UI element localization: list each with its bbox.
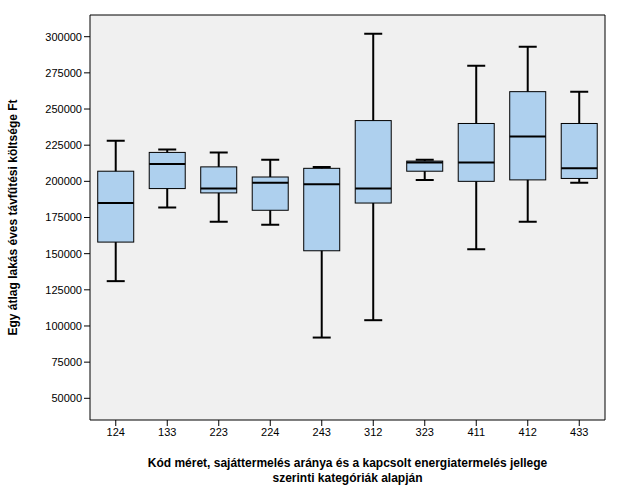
svg-text:200000: 200000 [45,175,82,187]
svg-text:Egy átlag lakás éves távfűtési: Egy átlag lakás éves távfűtési költsége … [8,99,20,335]
html-text:szerinti kategóriák alapján: szerinti kategóriák alapján [272,471,423,485]
html-text:Kód méret, sajáttermelés arány: Kód méret, sajáttermelés aránya és a kap… [147,456,548,470]
svg-text:224: 224 [261,426,279,438]
svg-text:100000: 100000 [45,320,82,332]
svg-text:433: 433 [570,426,588,438]
svg-text:50000: 50000 [51,392,82,404]
svg-text:124: 124 [107,426,125,438]
svg-text:312: 312 [364,426,382,438]
svg-text:225000: 225000 [45,139,82,151]
svg-text:250000: 250000 [45,103,82,115]
svg-text:75000: 75000 [51,356,82,368]
svg-text:323: 323 [416,426,434,438]
svg-text:300000: 300000 [45,31,82,43]
svg-text:275000: 275000 [45,67,82,79]
svg-text:411: 411 [467,426,485,438]
svg-text:412: 412 [519,426,537,438]
svg-text:125000: 125000 [45,284,82,296]
svg-text:150000: 150000 [45,248,82,260]
svg-text:243: 243 [313,426,331,438]
svg-text:223: 223 [210,426,228,438]
svg-text:133: 133 [158,426,176,438]
svg-text:175000: 175000 [45,211,82,223]
